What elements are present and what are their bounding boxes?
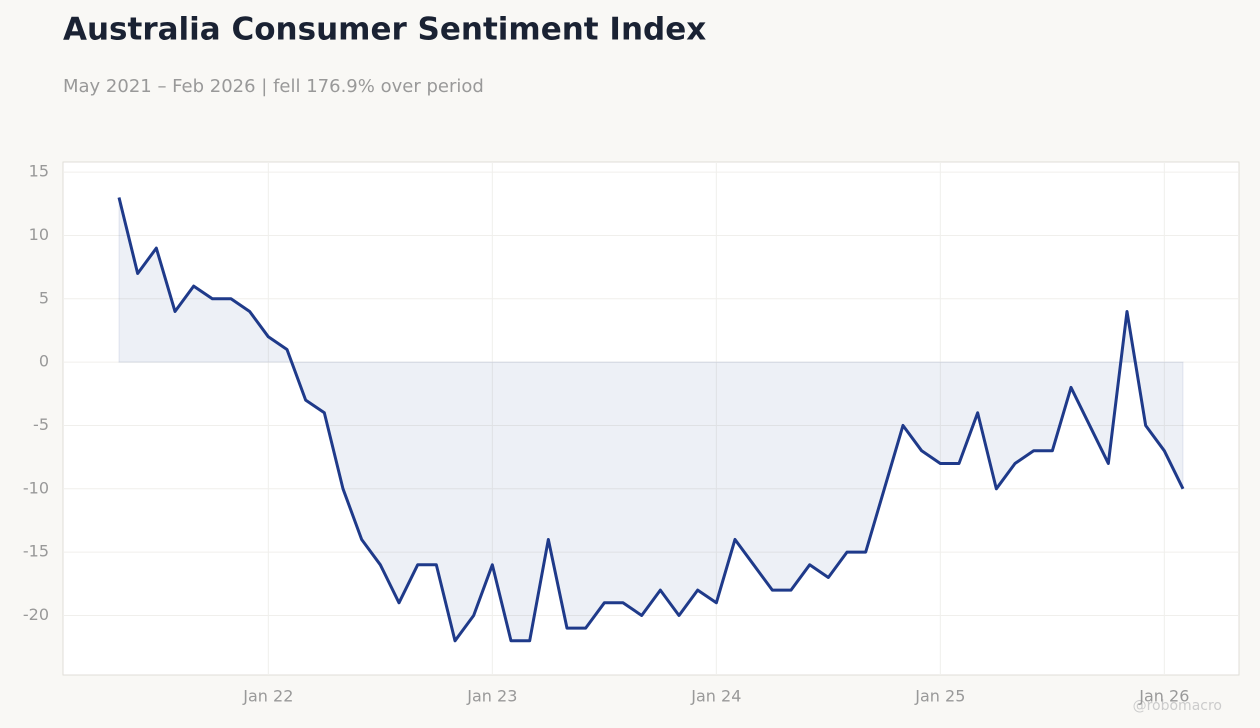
y-tick-label: 5 — [39, 288, 49, 307]
x-tick-label: Jan 22 — [242, 687, 293, 706]
y-tick-label: -10 — [23, 478, 49, 497]
y-tick-label: 0 — [39, 352, 49, 371]
line — [117, 197, 1185, 643]
y-tick-label: 15 — [29, 162, 49, 181]
plot-area — [62, 161, 1240, 676]
x-tick-label: Jan 25 — [914, 687, 965, 706]
y-tick-label: -15 — [23, 542, 49, 561]
x-tick-label: Jan 24 — [690, 687, 741, 706]
y-tick-label: -5 — [33, 415, 49, 434]
chart-subtitle: May 2021 – Feb 2026 | fell 176.9% over p… — [63, 76, 484, 97]
watermark: @robomacro — [1133, 698, 1222, 714]
x-tick-label: Jan 23 — [466, 687, 517, 706]
y-tick-label: 10 — [29, 225, 49, 244]
chart-title: Australia Consumer Sentiment Index — [63, 12, 706, 48]
y-tick-label: -20 — [23, 605, 49, 624]
x-tick-label: Jan 26 — [1138, 687, 1189, 706]
